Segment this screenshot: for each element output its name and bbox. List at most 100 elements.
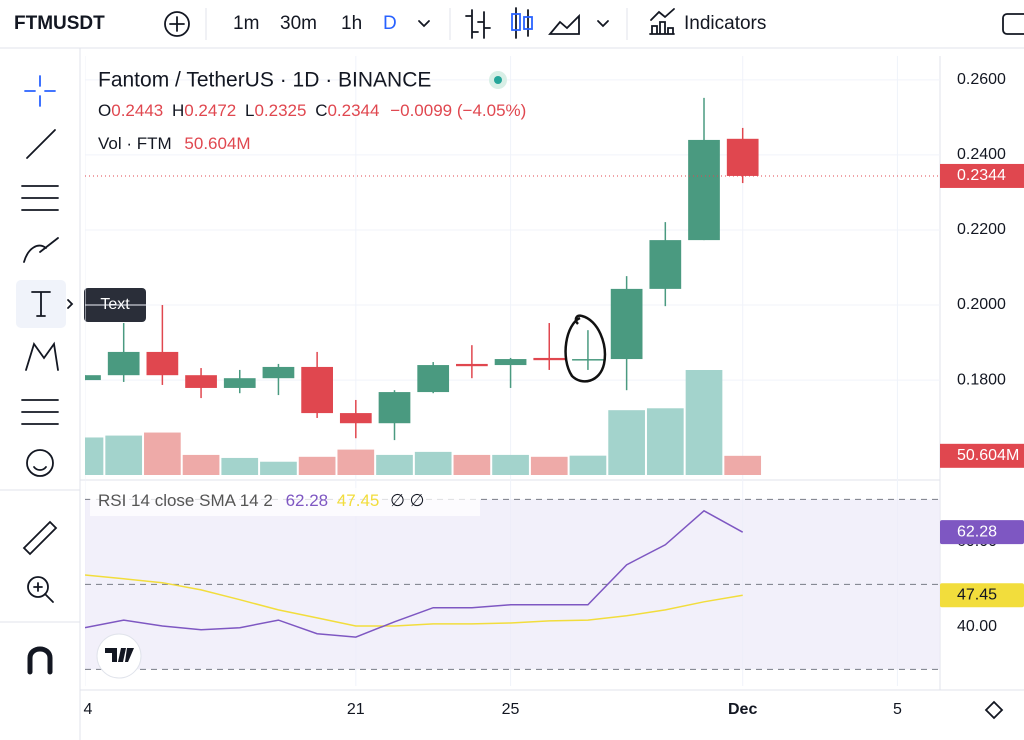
add-symbol[interactable] <box>164 11 190 37</box>
y-tick-label: 0.2400 <box>957 146 1006 163</box>
rsi-line <box>85 574 743 627</box>
emoji-mouth <box>33 466 47 471</box>
volume-bar <box>376 454 413 475</box>
ohlc-value: 0.2472 <box>184 101 236 120</box>
legend: Fantom / TetherUS · 1D · BINANCE O0.2443… <box>90 69 526 516</box>
plot-area <box>85 56 940 686</box>
rsi-extra: ∅ ∅ <box>390 491 424 510</box>
volume-bar <box>414 451 452 475</box>
crosshair-tool[interactable] <box>24 75 56 107</box>
volume-bar <box>646 408 684 475</box>
candle-body <box>223 378 256 388</box>
magnet-tool[interactable] <box>27 646 53 675</box>
volume-name: Vol · FTM <box>98 134 172 153</box>
volume-bar <box>530 456 568 475</box>
volume-bar <box>337 449 375 475</box>
candles-icon[interactable] <box>511 13 521 31</box>
volume-legend: Vol · FTM 50.604M <box>98 134 251 153</box>
interval[interactable]: 1h <box>341 13 362 34</box>
candle-body <box>533 357 566 361</box>
fib-tool[interactable] <box>21 185 59 211</box>
ohlc-value: 0.2443 <box>111 101 163 120</box>
volume-bar <box>144 432 181 475</box>
y-tick-label: 0.1800 <box>957 371 1006 388</box>
interval-active[interactable]: D <box>383 13 397 34</box>
add-icon <box>169 16 185 32</box>
top-toolbar: FTMUSDT 1m 30m 1h D Indicators <box>0 0 1024 49</box>
prediction-tool[interactable] <box>21 399 59 425</box>
volume-label: 50.604M <box>957 447 1019 464</box>
brush-tool[interactable] <box>23 237 59 263</box>
candle-body <box>610 288 643 360</box>
volume-bar <box>85 437 104 475</box>
camera-icon[interactable] <box>1002 13 1024 35</box>
ohlc-value: 0.2344 <box>327 101 379 120</box>
settings-icon[interactable] <box>984 700 1004 720</box>
volume-bar <box>105 435 143 475</box>
chevron[interactable] <box>597 20 609 28</box>
x-tick-label: 25 <box>502 701 520 718</box>
volume-value: 50.604M <box>184 134 250 153</box>
volume-tag <box>940 443 1024 468</box>
candles-icon <box>523 16 533 30</box>
value-tag-label: 47.45 <box>957 586 997 603</box>
last-price-tag <box>940 163 1024 188</box>
candle-body <box>185 375 217 388</box>
candle-body <box>107 351 140 376</box>
last-price-label: 0.2344 <box>957 167 1006 184</box>
rsi-line <box>85 509 744 638</box>
candle-body <box>339 413 372 424</box>
volume-bar <box>608 410 645 475</box>
pattern-tool[interactable] <box>25 341 59 371</box>
symbol[interactable]: FTMUSDT <box>14 13 105 34</box>
area-icon[interactable] <box>548 13 580 35</box>
zoom-icon <box>33 582 54 603</box>
chart-title: Fantom / TetherUS · 1D · BINANCE <box>98 69 431 92</box>
value-tag-label: 62.28 <box>957 523 997 540</box>
candle-body <box>301 366 333 414</box>
candle-body <box>85 375 101 381</box>
ohlc-legend: O0.2443 H0.2472 L0.2325 C0.2344 −0.0099 … <box>98 101 526 120</box>
rsi-sma-value: 47.45 <box>337 491 380 510</box>
volume-bar <box>182 454 220 475</box>
ohlc-label: C <box>315 101 327 120</box>
x-tick-label: 4 <box>84 701 93 718</box>
status-dot <box>494 76 502 84</box>
volume-bar <box>221 457 259 475</box>
chevron[interactable] <box>418 20 430 28</box>
value-tag <box>940 583 1024 608</box>
indicators-icon[interactable] <box>649 8 675 35</box>
emoji-tool[interactable] <box>26 449 54 477</box>
interval[interactable]: 30m <box>280 13 317 34</box>
rsi-title: RSI 14 close SMA 14 2 <box>98 491 273 510</box>
text-tool-arrow[interactable] <box>67 299 74 309</box>
trendline-tool[interactable] <box>26 129 56 159</box>
x-tick-label: 21 <box>347 701 365 718</box>
x-tick-label: Dec <box>728 701 757 718</box>
change: −0.0099 (−4.05%) <box>390 101 526 120</box>
volume-bar <box>569 455 607 475</box>
indicators-button[interactable]: Indicators <box>684 13 766 34</box>
candle-body <box>494 359 527 366</box>
volume-bar <box>724 455 762 475</box>
ohlc-label: O <box>98 101 111 120</box>
candle-body <box>146 351 179 376</box>
bars-icon[interactable] <box>465 9 491 39</box>
volume-bar <box>492 454 529 475</box>
candles-icon-wicks <box>515 7 529 39</box>
y-tick-label: 0.2600 <box>957 71 1006 88</box>
candle-body <box>726 138 759 176</box>
zoom-tool[interactable] <box>27 576 49 598</box>
value-tag <box>940 520 1024 545</box>
volume-bar <box>298 456 336 475</box>
volume-bar <box>260 461 297 475</box>
x-tick-label: 5 <box>893 701 902 718</box>
interval[interactable]: 1m <box>233 13 259 34</box>
volume-bar <box>453 454 491 475</box>
ohlc-label: L <box>245 101 254 120</box>
rsi-legend: RSI 14 close SMA 14 2 62.28 47.45 ∅ ∅ <box>98 491 424 510</box>
y-tick-label: 0.2200 <box>957 221 1006 238</box>
left-toolbar <box>0 48 81 740</box>
ruler-tool[interactable] <box>22 520 58 556</box>
